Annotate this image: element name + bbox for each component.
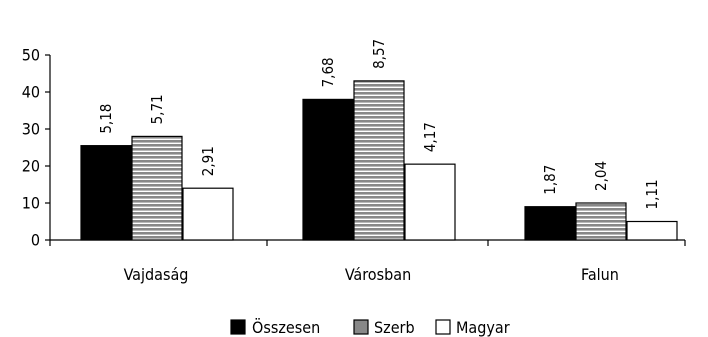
chart-legend: Összesen Szerb Magyar (230, 318, 510, 337)
bar-összesen (302, 98, 354, 241)
y-tick-label: 20 (22, 157, 40, 176)
y-tick-label: 30 (22, 120, 40, 139)
legend-swatch (353, 319, 369, 335)
data-label: 1,11 (643, 179, 661, 209)
bar-magyar (182, 187, 234, 241)
legend-label: Összesen (252, 318, 320, 337)
bar-magyar (404, 163, 456, 241)
data-label: 5,71 (148, 94, 166, 124)
data-label: 4,17 (421, 122, 439, 152)
x-category-label: Falun (581, 265, 619, 284)
chart-axes: 0 10 20 30 40 50 Vajdaság Városban Falun (22, 46, 686, 284)
y-tick-label: 10 (22, 194, 40, 213)
x-category-label: Vajdaság (124, 265, 189, 284)
y-tick-label: 40 (22, 83, 40, 102)
legend-swatch (230, 319, 246, 335)
data-label: 5,18 (97, 104, 115, 134)
data-label: 2,91 (199, 146, 217, 176)
legend-swatch (435, 319, 451, 335)
bar-szerb (131, 135, 183, 241)
legend-label: Szerb (374, 318, 415, 337)
bar-összesen (524, 206, 576, 241)
chart-data-labels: 5,18 7,68 1,87 5,71 8,57 2,04 2,91 4,17 1,11 (97, 39, 661, 210)
y-tick-label: 50 (22, 46, 40, 65)
chart-bars (80, 80, 678, 241)
bar-magyar (626, 220, 678, 241)
data-label: 1,87 (541, 165, 559, 195)
bar-szerb (575, 202, 627, 241)
x-category-label: Városban (345, 265, 411, 284)
y-tick-label: 0 (31, 231, 40, 250)
data-label: 7,68 (319, 57, 337, 87)
legend-label: Magyar (456, 318, 510, 337)
bar-összesen (80, 145, 132, 241)
bar-szerb (353, 80, 405, 241)
data-label: 8,57 (370, 39, 388, 69)
data-label: 2,04 (592, 161, 610, 191)
